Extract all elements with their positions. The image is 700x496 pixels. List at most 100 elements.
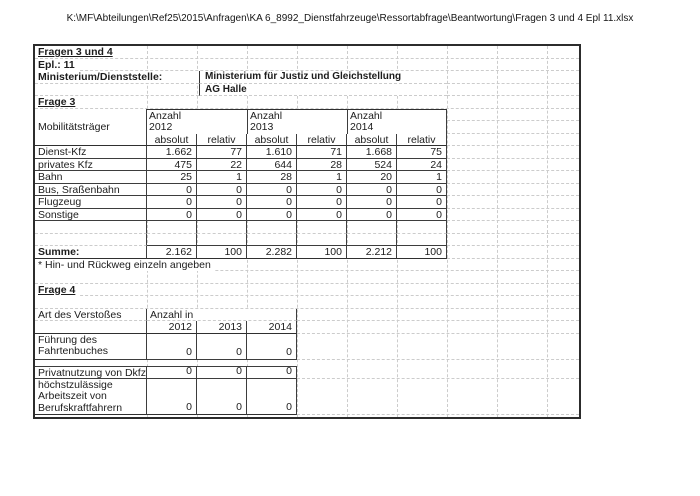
row-filler — [447, 109, 579, 121]
row-label: Führung des Fahrtenbuches — [35, 333, 147, 360]
empty-cell — [297, 233, 347, 246]
cell-value: 644 — [247, 158, 297, 171]
empty-cell — [397, 233, 447, 246]
frage3-header-sub: absolut relativ absolut relativ absolut … — [35, 133, 579, 146]
cell-value: 0 — [397, 183, 447, 196]
cell-value: 0 — [147, 378, 197, 415]
row-label: höchstzulässige Arbeitszeit von Berufskraf… — [35, 378, 147, 415]
row-filler — [447, 171, 579, 184]
row-filler — [35, 415, 579, 418]
anzahl-2014-header: Anzahl — [347, 108, 447, 121]
row-filler: Frage 4 — [35, 283, 579, 296]
cell-value: 0 — [247, 333, 297, 360]
cell-value: 0 — [147, 365, 197, 379]
worksheet-page: Fragen 3 und 4 Epl.: 11 Ministerium/Dien… — [33, 44, 581, 419]
table-row-empty — [35, 221, 579, 234]
row-filler — [447, 246, 579, 259]
epl-row: Epl.: 11 — [35, 58, 579, 71]
cell-value: 24 — [397, 158, 447, 171]
art-des-verstosses-header: Art des Verstoßes — [35, 308, 147, 321]
cell-value: 0 — [347, 208, 397, 221]
gridline-vertical — [547, 46, 548, 417]
cell-value: 0 — [297, 183, 347, 196]
year-2013-header: 2013 — [247, 121, 347, 134]
mobilitaetstraeger-header: Mobilitätsträger — [35, 121, 147, 134]
absolut-header: absolut — [147, 133, 197, 146]
cell-value: 28 — [247, 171, 297, 184]
table-row-privatnutzung: Privatnutzung von Dkfz 0 0 0 — [35, 365, 579, 379]
gridline-vertical — [497, 46, 498, 417]
cell-value: 1 — [397, 171, 447, 184]
row-label: Dienst-Kfz — [35, 146, 147, 159]
empty-cell — [35, 233, 147, 246]
header-empty-cell — [35, 133, 147, 146]
summe-value: 100 — [297, 246, 347, 259]
footnote-text: * Hin- und Rückweg einzeln angeben — [35, 258, 215, 271]
cell-value: 1.610 — [247, 146, 297, 159]
empty-cell — [35, 84, 199, 96]
empty-cell — [247, 221, 297, 234]
cell-value: 0 — [147, 196, 197, 209]
cell-value: 25 — [147, 171, 197, 184]
anzahl-2013-header: Anzahl — [247, 108, 347, 121]
cell-value: 0 — [197, 378, 247, 415]
cell-value: 20 — [347, 171, 397, 184]
cell-value: 0 — [147, 183, 197, 196]
cell-value: 0 — [247, 365, 297, 379]
row-filler — [35, 296, 579, 309]
table-row-bahn: Bahn 25 1 28 1 20 1 — [35, 171, 579, 184]
row-filler — [447, 84, 579, 96]
row-filler — [447, 184, 579, 196]
gridline-vertical — [447, 46, 448, 417]
relativ-header: relativ — [397, 133, 447, 146]
ministry-dienststelle-label: Ministerium/Dienststelle: — [35, 71, 199, 84]
cell-value: 0 — [347, 196, 397, 209]
anzahl-2012-header: Anzahl — [147, 108, 247, 121]
row-filler: Frage 3 — [35, 96, 579, 109]
ministry-value-line1: Ministerium für Justiz und Gleichstellun… — [199, 71, 447, 84]
row-filler: Epl.: 11 — [35, 58, 579, 71]
anzahl-in-header: Anzahl in — [147, 308, 297, 321]
table-row-privates-kfz: privates Kfz 475 22 644 28 524 24 — [35, 158, 579, 171]
row-filler — [297, 309, 579, 321]
table-row-arbeitszeit: höchstzulässige Arbeitszeit von Berufskraf… — [35, 378, 579, 415]
cell-value: 1 — [197, 171, 247, 184]
empty-cell — [197, 221, 247, 234]
cell-value: 28 — [297, 158, 347, 171]
row-label: Privatnutzung von Dkfz — [35, 365, 147, 379]
cell-value: 77 — [197, 146, 247, 159]
cell-value: 524 — [347, 158, 397, 171]
table-row-empty — [35, 233, 579, 246]
cell-value: 71 — [297, 146, 347, 159]
cell-value: 0 — [197, 183, 247, 196]
cell-value: 1.668 — [347, 146, 397, 159]
cell-value: 0 — [247, 208, 297, 221]
gridline-vertical — [297, 46, 298, 417]
cell-value: 0 — [297, 196, 347, 209]
frage4-heading: Frage 4 — [35, 283, 80, 296]
year-2014-header: 2014 — [347, 121, 447, 134]
row-label: Bahn — [35, 171, 147, 184]
row-label: Sonstige — [35, 208, 147, 221]
frage3-header-anzahl: Anzahl Anzahl Anzahl — [35, 108, 579, 121]
row-filler — [447, 146, 579, 159]
ministry-row-1: Ministerium/Dienststelle: Ministerium fü… — [35, 71, 579, 84]
row-filler — [447, 234, 579, 246]
ministry-value-line2: AG Halle — [199, 83, 447, 96]
absolut-header: absolut — [347, 133, 397, 146]
row-filler — [447, 71, 579, 84]
row-filler — [447, 159, 579, 171]
empty-cell — [147, 233, 197, 246]
frage3-heading: Frage 3 — [35, 96, 80, 108]
empty-cell — [35, 221, 147, 234]
row-filler: Fragen 3 und 4 — [35, 46, 579, 59]
row-label: Flugzeug — [35, 196, 147, 209]
row-filler: * Hin- und Rückweg einzeln angeben — [35, 258, 579, 271]
cell-value: 0 — [247, 378, 297, 415]
empty-cell — [147, 221, 197, 234]
empty-cell — [247, 233, 297, 246]
frage4-heading-row: Frage 4 — [35, 283, 579, 296]
year-2012-header: 2012 — [147, 321, 197, 334]
relativ-header: relativ — [297, 133, 347, 146]
cell-value: 1.662 — [147, 146, 197, 159]
